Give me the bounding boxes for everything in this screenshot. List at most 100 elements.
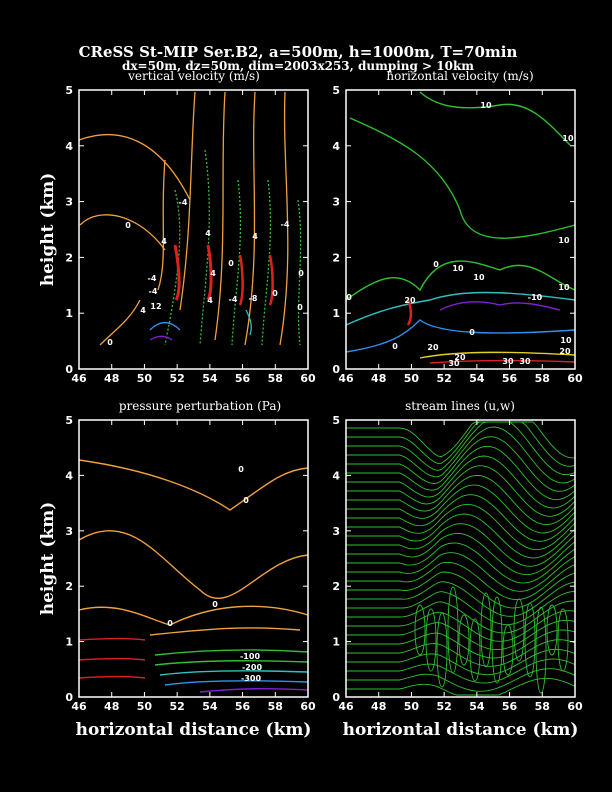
- streamline: [346, 542, 576, 584]
- panel-stream-lines: stream lines (u,w): [346, 399, 576, 696]
- panel-title-horizontal-velocity: horizontal velocity (m/s): [386, 69, 533, 83]
- contour-label: 12: [150, 302, 161, 311]
- y-tick-label: 0: [65, 363, 73, 376]
- contour-line: [268, 254, 274, 306]
- contour-line: [261, 179, 272, 346]
- streamline: [346, 421, 576, 476]
- streamline: [346, 421, 576, 467]
- contour-line: [154, 649, 309, 656]
- contour-label: 0: [243, 496, 249, 505]
- contour-line: [244, 91, 256, 346]
- x-tick-label: 52: [169, 700, 184, 713]
- x-tick-label: 60: [567, 372, 583, 385]
- streamline: [346, 421, 576, 459]
- contour-label: 0: [228, 259, 234, 268]
- streamline: [346, 426, 576, 484]
- contour-line: [199, 688, 309, 693]
- y-axis-label: height (km): [38, 502, 58, 616]
- contour-line: [78, 675, 146, 679]
- y-tick-label: 1: [65, 636, 73, 649]
- plot-frame: [78, 89, 309, 370]
- x-tick-label: 58: [535, 372, 550, 385]
- streamline: [346, 552, 576, 592]
- contour-line: [159, 670, 309, 676]
- contour-line: [429, 359, 576, 364]
- contour-line: [157, 159, 166, 291]
- y-tick-label: 1: [332, 307, 340, 320]
- streamline: [346, 474, 576, 526]
- contour-line: [349, 117, 576, 239]
- x-tick-label: 58: [535, 700, 550, 713]
- y-tick-label: 2: [332, 580, 340, 593]
- contour-label: -4: [148, 274, 157, 283]
- streamline-eddy: [557, 608, 569, 672]
- streamline: [346, 503, 576, 551]
- y-tick-label: 3: [65, 525, 73, 538]
- panel-horizontal-velocity: horizontal velocity (m/s) 10 10 10 0 10 10 10 1…: [345, 69, 576, 368]
- streamline-eddy: [502, 624, 514, 676]
- streamline-eddy: [491, 596, 503, 684]
- contour-label: -4: [281, 220, 290, 229]
- contour-label: 0: [346, 293, 352, 302]
- x-tick-label: 46: [338, 372, 354, 385]
- contour-line: [78, 657, 146, 661]
- x-tick-label: 60: [300, 700, 316, 713]
- contour-line: [206, 244, 213, 301]
- y-tick-label: 4: [332, 469, 340, 482]
- x-tick-label: 54: [469, 372, 485, 385]
- x-tick-label: 56: [235, 700, 251, 713]
- x-tick-label: 54: [469, 700, 485, 713]
- y-tick-label: 5: [65, 414, 73, 427]
- contour-label: 4: [140, 306, 146, 315]
- contour-line: [79, 214, 166, 251]
- y-tick-label: 2: [332, 251, 340, 264]
- x-tick-label: 52: [436, 700, 451, 713]
- contour-label: -8: [249, 294, 258, 303]
- contour-label: 0: [297, 303, 303, 312]
- plot-frame: [345, 419, 576, 698]
- contour-label: 4: [210, 269, 216, 278]
- contour-line: [199, 149, 210, 346]
- x-tick-label: 52: [169, 372, 184, 385]
- contour-label: 0: [272, 289, 278, 298]
- y-tick-label: 5: [65, 84, 73, 97]
- x-tick-label: 46: [71, 372, 87, 385]
- plot-frame: [345, 89, 576, 370]
- contour-line: [149, 321, 181, 331]
- figure-title: CReSS St-MIP Ser.B2, a=500m, h=1000m, T=…: [79, 43, 518, 61]
- x-tick-label: 48: [371, 700, 386, 713]
- contour-label: 20: [454, 353, 466, 362]
- contour-label: 0: [212, 600, 218, 609]
- contour-line: [78, 530, 309, 599]
- x-tick-label: 60: [567, 700, 583, 713]
- contour-label: -4: [179, 198, 188, 207]
- x-tick-label: 54: [202, 372, 218, 385]
- y-tick-label: 0: [332, 691, 340, 704]
- contour-label: 30: [519, 357, 531, 366]
- streamline: [346, 600, 576, 634]
- contour-label: 0: [238, 465, 244, 474]
- contour-label: 0: [167, 619, 173, 628]
- contour-label: -300: [241, 674, 261, 683]
- y-tick-label: 4: [332, 140, 340, 153]
- streamline-eddy: [513, 598, 525, 662]
- contour-label: 4: [207, 296, 213, 305]
- x-tick-label: 52: [436, 372, 451, 385]
- contour-line: [173, 244, 181, 301]
- panel-pressure-perturbation: pressure perturbation (Pa) 0 0 0 0 -100 -200 -…: [78, 399, 309, 693]
- panel-title-pressure-perturbation: pressure perturbation (Pa): [119, 399, 281, 413]
- contour-label: 10: [560, 336, 572, 345]
- contour-line: [78, 637, 146, 641]
- streamline: [346, 561, 576, 601]
- y-axis-label: height (km): [38, 173, 58, 287]
- y-tick-label: 5: [332, 84, 340, 97]
- streamline-eddy: [447, 586, 459, 674]
- contour-label: 10: [558, 283, 570, 292]
- x-tick-label: 50: [404, 700, 420, 713]
- streamline: [346, 590, 576, 626]
- streamline: [346, 571, 576, 609]
- contour-label: 10: [562, 134, 574, 143]
- contour-line: [345, 319, 576, 353]
